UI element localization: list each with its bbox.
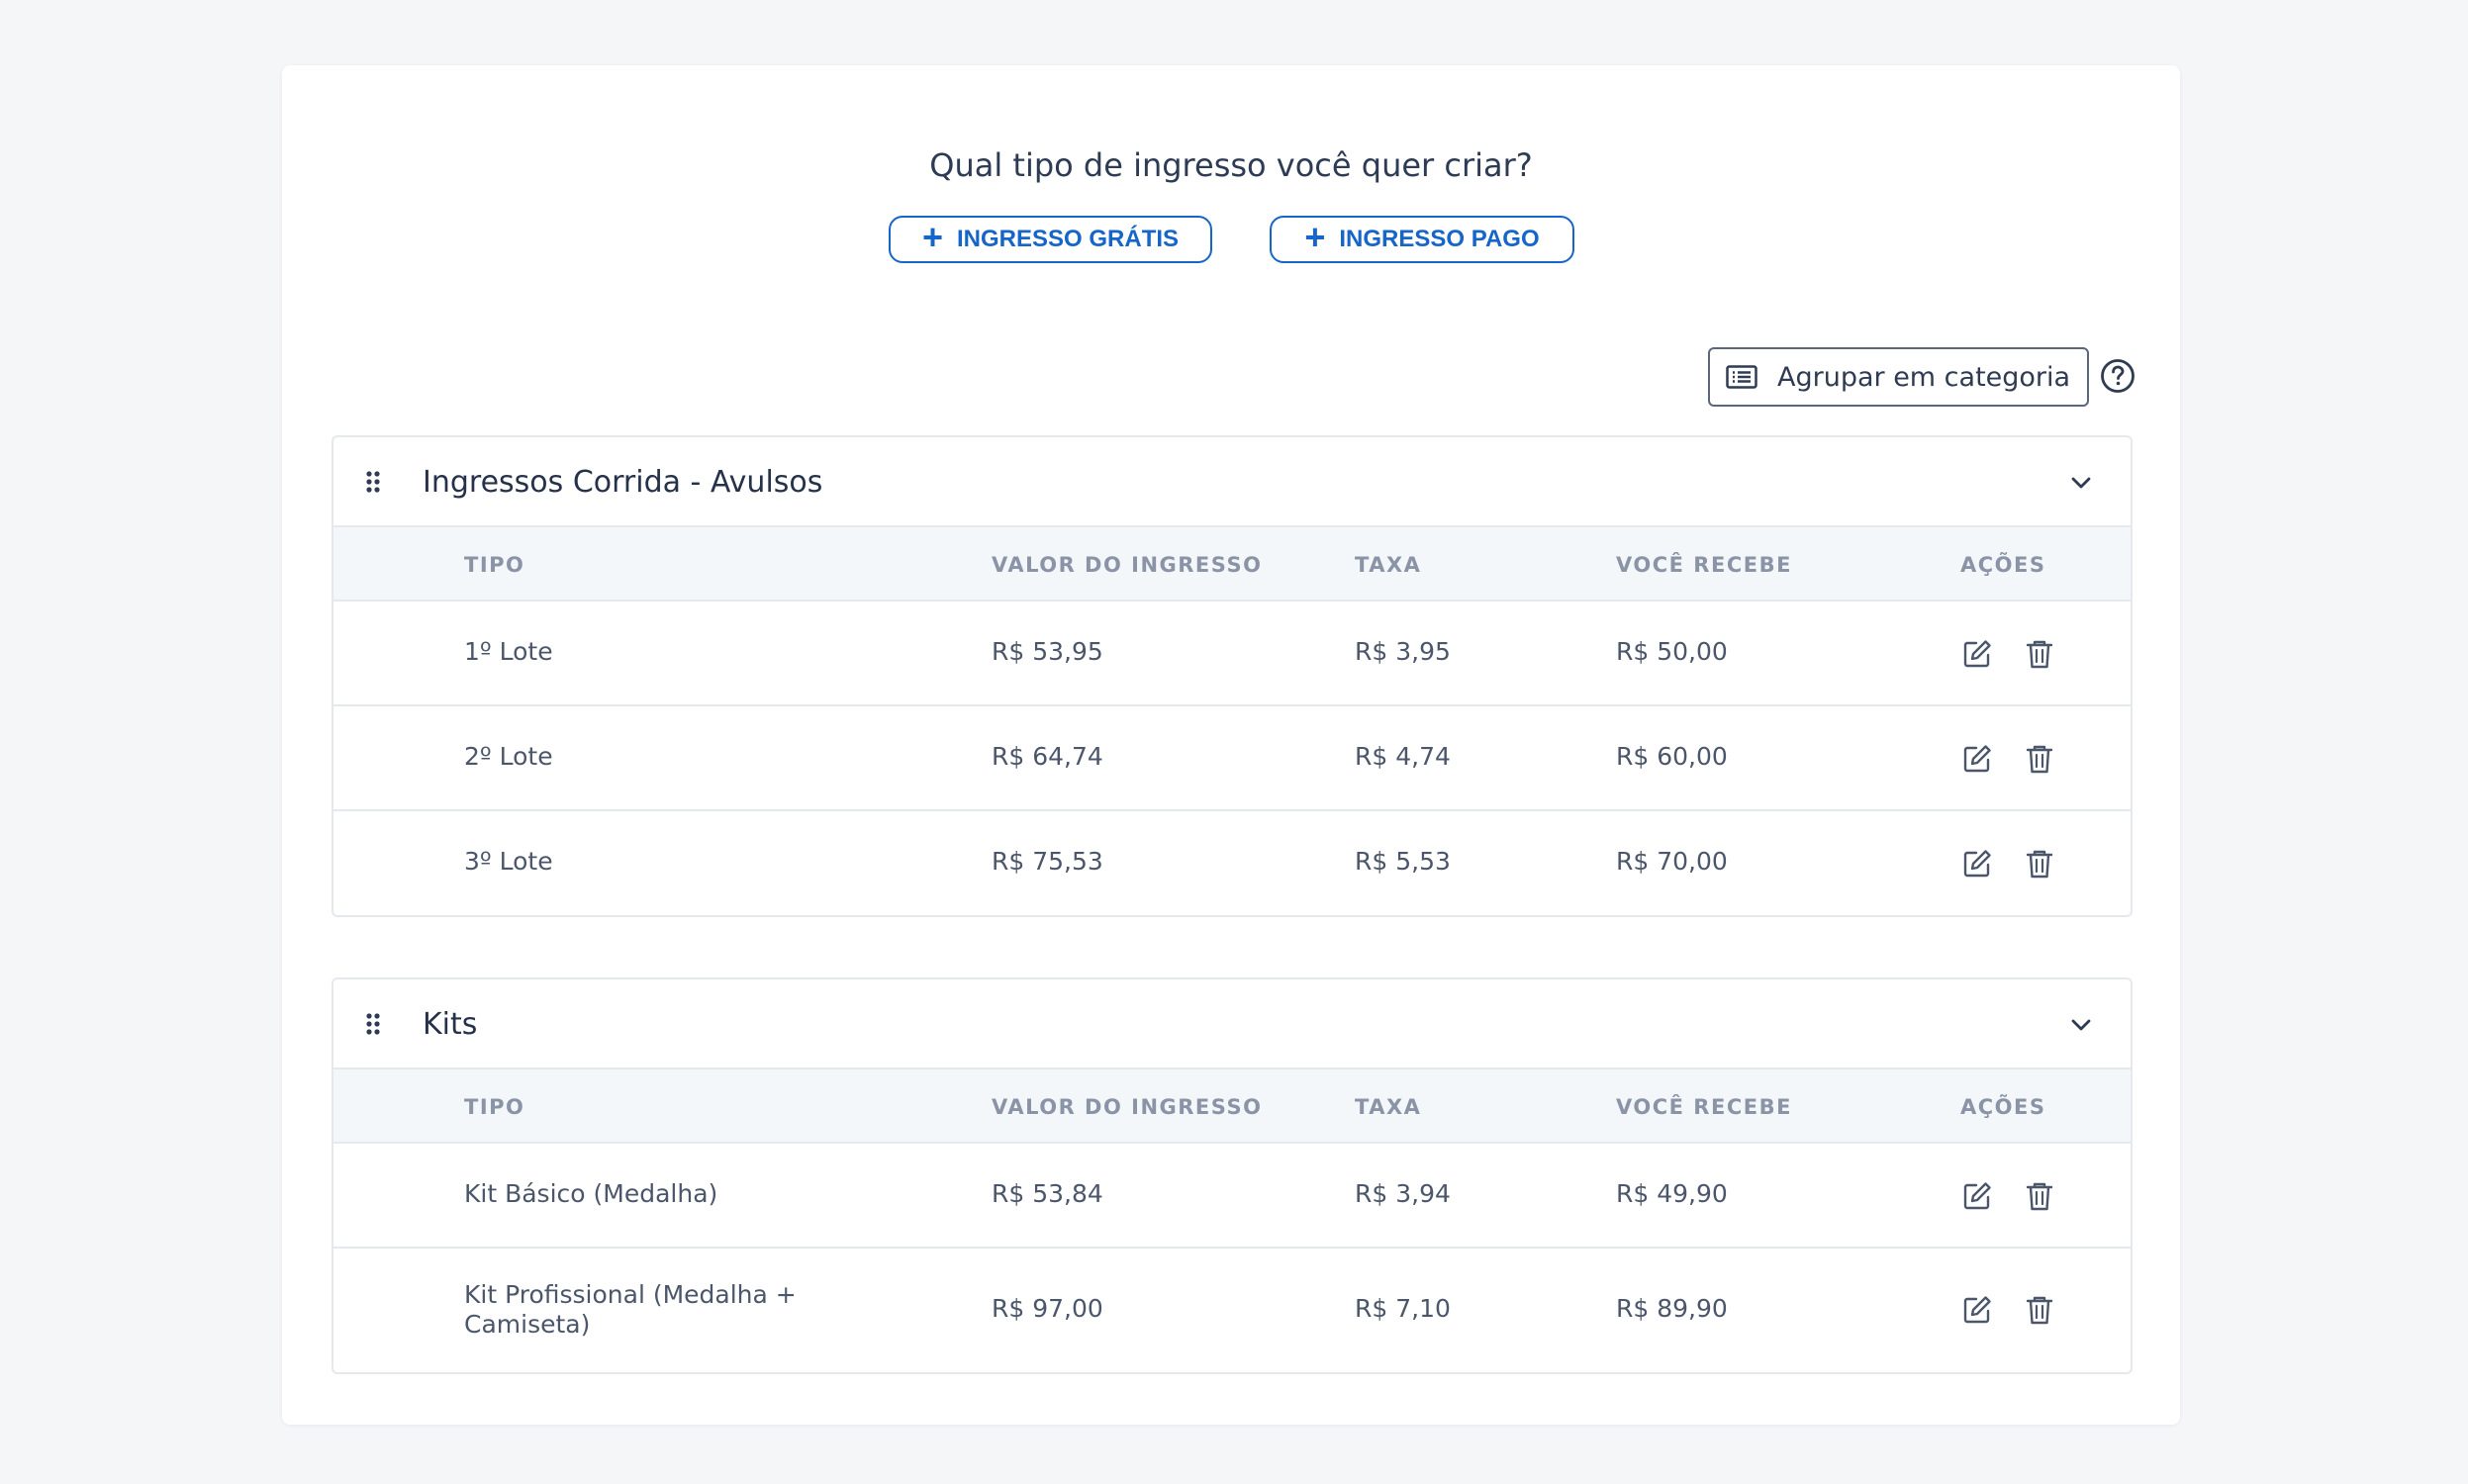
trash-icon[interactable] [2024,743,2055,775]
drag-handle-icon[interactable] [365,1012,381,1036]
edit-icon[interactable] [1961,743,1993,775]
column-header-recebe: VOCÊ RECEBE [1616,1095,1792,1119]
category-title: Ingressos Corrida - Avulsos [423,465,823,500]
ticket-receive: R$ 70,00 [1616,847,1728,876]
ticket-fee: R$ 7,10 [1355,1294,1451,1323]
group-category-label: Agrupar em categoria [1777,361,2071,393]
ticket-type: 3º Lote [464,847,553,876]
table-header: TIPO VALOR DO INGRESSO TAXA VOCÊ RECEBE … [333,527,2131,602]
free-ticket-button[interactable]: + INGRESSO GRÁTIS [889,216,1212,263]
category-header[interactable]: Kits [333,979,2131,1069]
trash-icon[interactable] [2024,1180,2055,1212]
drag-handle-icon[interactable] [365,470,381,494]
ticket-receive: R$ 50,00 [1616,637,1728,666]
page-question: Qual tipo de ingresso você quer criar? [929,146,1533,184]
ticket-price: R$ 53,84 [992,1179,1103,1208]
column-header-valor: VALOR DO INGRESSO [992,1095,1263,1119]
chevron-down-icon[interactable] [2069,471,2093,495]
ticket-price: R$ 53,95 [992,637,1103,666]
list-icon [1726,365,1757,389]
trash-icon[interactable] [2024,638,2055,670]
help-icon[interactable] [2100,358,2136,394]
table-row: 1º Lote R$ 53,95 R$ 3,95 R$ 50,00 [333,602,2131,706]
ticket-receive: R$ 60,00 [1616,742,1728,771]
ticket-fee: R$ 4,74 [1355,742,1451,771]
column-header-acoes: AÇÕES [1960,1095,2046,1119]
table-row: Kit Profissional (Medalha + Camiseta) R$… [333,1249,2131,1371]
column-header-valor: VALOR DO INGRESSO [992,553,1263,577]
column-header-tipo: TIPO [464,1095,525,1119]
ticket-fee: R$ 5,53 [1355,847,1451,876]
category-header[interactable]: Ingressos Corrida - Avulsos [333,437,2131,527]
column-header-acoes: AÇÕES [1960,553,2046,577]
table-row: 2º Lote R$ 64,74 R$ 4,74 R$ 60,00 [333,706,2131,811]
ticket-type: Kit Básico (Medalha) [464,1179,718,1208]
chevron-down-icon[interactable] [2069,1013,2093,1037]
ticket-price: R$ 97,00 [992,1294,1103,1323]
ticket-card: Qual tipo de ingresso você quer criar? +… [282,65,2180,1425]
plus-icon: + [1304,217,1326,257]
edit-icon[interactable] [1961,848,1993,880]
ticket-price: R$ 75,53 [992,847,1103,876]
column-header-taxa: TAXA [1355,1095,1422,1119]
table-header: TIPO VALOR DO INGRESSO TAXA VOCÊ RECEBE … [333,1069,2131,1144]
ticket-price: R$ 64,74 [992,742,1103,771]
column-header-tipo: TIPO [464,553,525,577]
category-panel: Kits TIPO VALOR DO INGRESSO TAXA VOCÊ RE… [332,977,2133,1374]
paid-ticket-label: INGRESSO PAGO [1339,226,1540,252]
free-ticket-label: INGRESSO GRÁTIS [957,226,1180,252]
category-title: Kits [423,1007,478,1042]
table-row: Kit Básico (Medalha) R$ 53,84 R$ 3,94 R$… [333,1144,2131,1249]
category-panel: Ingressos Corrida - Avulsos TIPO VALOR D… [332,435,2133,917]
plus-icon: + [921,217,943,257]
column-header-taxa: TAXA [1355,553,1422,577]
ticket-fee: R$ 3,95 [1355,637,1451,666]
table-row: 3º Lote R$ 75,53 R$ 5,53 R$ 70,00 [333,811,2131,915]
trash-icon[interactable] [2024,848,2055,880]
column-header-recebe: VOCÊ RECEBE [1616,553,1792,577]
trash-icon[interactable] [2024,1294,2055,1326]
ticket-type: 1º Lote [464,637,553,666]
ticket-receive: R$ 89,90 [1616,1294,1728,1323]
edit-icon[interactable] [1961,638,1993,670]
ticket-type: Kit Profissional (Medalha + Camiseta) [464,1280,797,1339]
edit-icon[interactable] [1961,1294,1993,1326]
paid-ticket-button[interactable]: + INGRESSO PAGO [1270,216,1574,263]
edit-icon[interactable] [1961,1180,1993,1212]
ticket-type: 2º Lote [464,742,553,771]
ticket-receive: R$ 49,90 [1616,1179,1728,1208]
group-category-button[interactable]: Agrupar em categoria [1708,347,2089,407]
ticket-fee: R$ 3,94 [1355,1179,1451,1208]
